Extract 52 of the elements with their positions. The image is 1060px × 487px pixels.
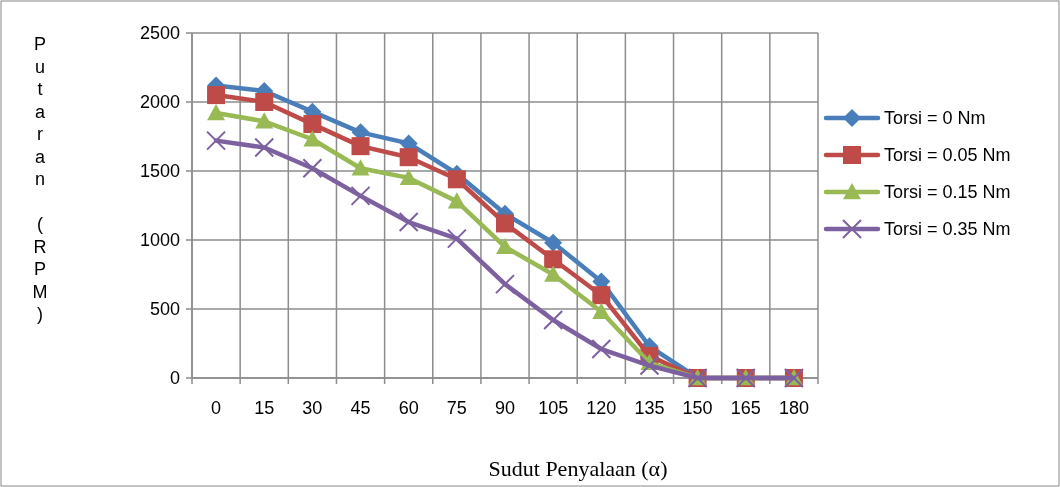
point — [399, 168, 418, 186]
y-tick-label: 0 — [169, 368, 180, 389]
point — [303, 115, 322, 134]
point — [255, 93, 274, 111]
x-tick-label: 150 — [682, 398, 713, 418]
point — [207, 104, 226, 121]
y-tick-label: 1500 — [139, 161, 180, 182]
x-tick-label: 105 — [538, 398, 569, 418]
y-tick-label: 1000 — [139, 230, 180, 251]
y-tick-label: 2500 — [139, 23, 180, 44]
point — [351, 159, 370, 176]
y-tick-label: 500 — [149, 299, 180, 320]
legend-label: Torsi = 0.05 Nm — [884, 145, 1011, 166]
point — [303, 130, 322, 147]
x-tick-label: 30 — [302, 398, 323, 418]
point — [544, 250, 563, 269]
x-tick-label: 165 — [730, 398, 761, 418]
point — [254, 137, 275, 158]
point — [592, 302, 611, 319]
legend-label: Torsi = 0.15 Nm — [884, 182, 1011, 203]
x-tick-label: 45 — [350, 398, 371, 418]
legend-label: Torsi = 0.35 Nm — [884, 219, 1011, 240]
point — [496, 214, 514, 233]
point — [543, 310, 564, 331]
point — [399, 148, 418, 167]
point — [591, 339, 612, 360]
point — [350, 185, 371, 206]
x-tick-label: 0 — [211, 398, 222, 418]
point — [302, 158, 323, 179]
x-tick-label: 120 — [586, 398, 617, 418]
text: Putaran (RPM) — [32, 34, 48, 324]
point — [544, 233, 563, 252]
point — [351, 137, 370, 156]
point — [255, 112, 274, 129]
x-tick-label: 135 — [634, 398, 665, 418]
point — [446, 228, 467, 249]
legend-label: Torsi = 0 Nm — [884, 108, 986, 129]
x-tick-label: 75 — [446, 398, 467, 418]
x-tick-label: 15 — [254, 398, 275, 418]
point — [207, 86, 226, 105]
point — [398, 212, 419, 233]
x-tick-label: 180 — [778, 398, 809, 418]
x-tick-label: 90 — [494, 398, 516, 418]
point — [447, 170, 466, 189]
point — [639, 355, 660, 376]
point — [496, 237, 514, 255]
point — [447, 192, 466, 209]
point — [206, 130, 227, 151]
point — [592, 286, 611, 305]
x-tick-label: 60 — [398, 398, 419, 418]
x-axis-title: Sudut Penyalaan (α) — [488, 456, 668, 481]
y-tick-label: 2000 — [139, 92, 180, 113]
